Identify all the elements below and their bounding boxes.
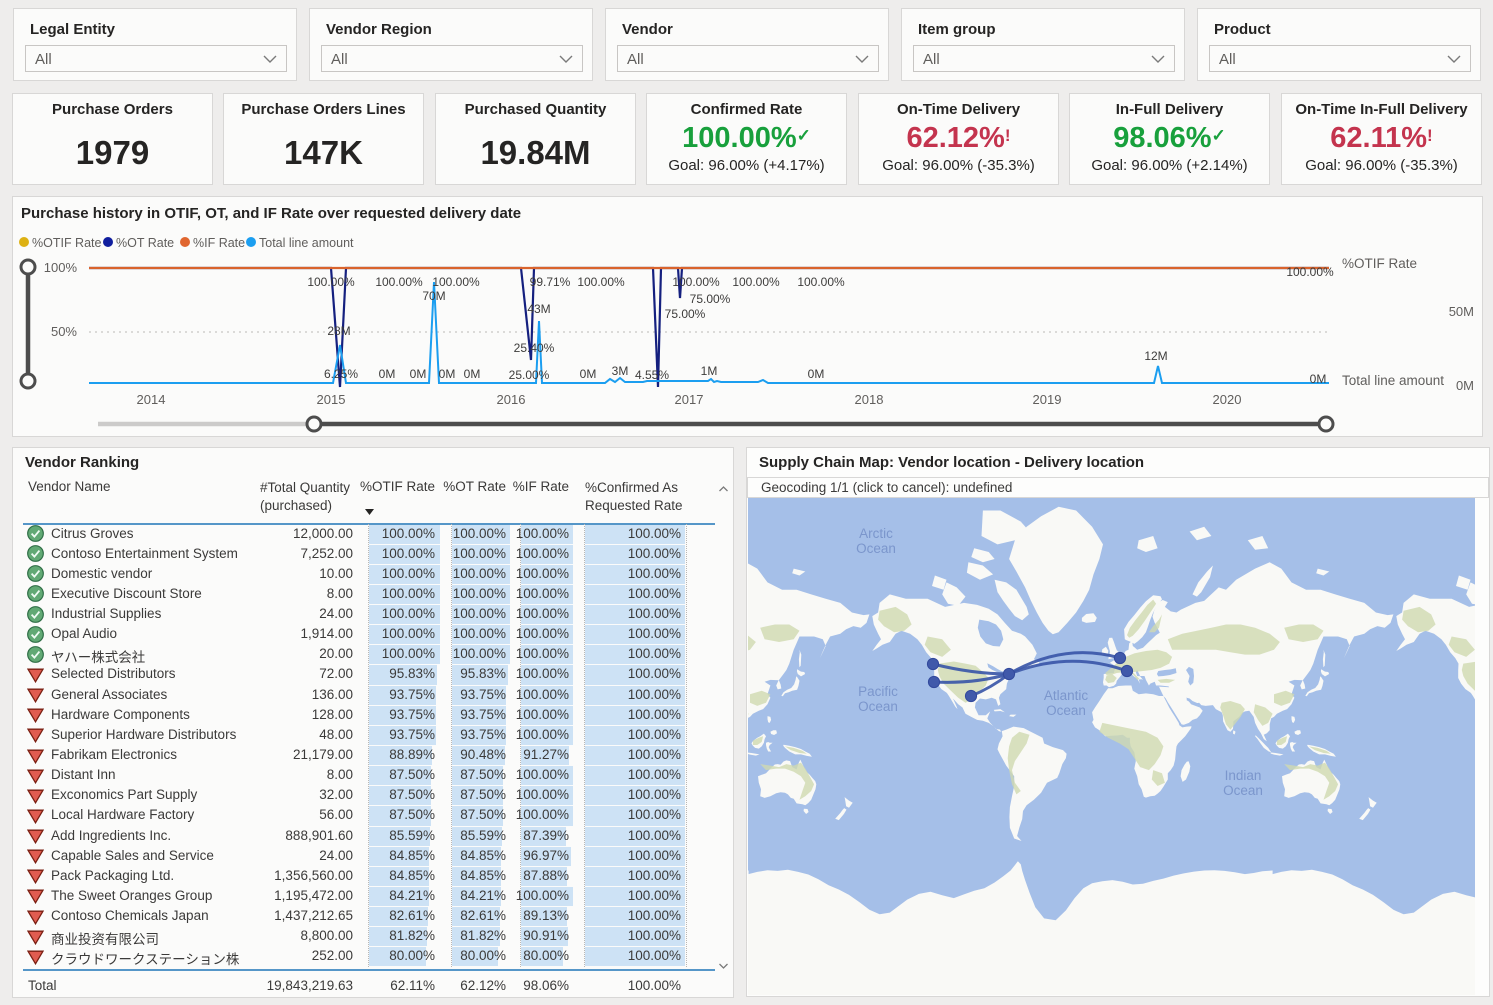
svg-text:75.00%: 75.00% — [690, 292, 731, 306]
svg-text:0M: 0M — [464, 367, 481, 381]
svg-text:Total line amount: Total line amount — [1342, 373, 1444, 388]
svg-text:2020: 2020 — [1213, 392, 1242, 407]
svg-text:4.55%: 4.55% — [635, 368, 669, 382]
svg-text:25.40%: 25.40% — [514, 341, 555, 355]
svg-text:2018: 2018 — [855, 392, 884, 407]
svg-text:100.00%: 100.00% — [375, 275, 423, 289]
svg-text:100.00%: 100.00% — [432, 275, 480, 289]
svg-text:Ocean: Ocean — [1223, 783, 1263, 798]
svg-text:Pacific: Pacific — [858, 684, 898, 699]
svg-text:%OT Rate: %OT Rate — [116, 236, 174, 250]
svg-text:0M: 0M — [439, 367, 456, 381]
svg-text:Atlantic: Atlantic — [1044, 688, 1089, 703]
svg-text:43M: 43M — [527, 302, 550, 316]
svg-text:2014: 2014 — [137, 392, 166, 407]
svg-text:100.00%: 100.00% — [577, 275, 625, 289]
svg-text:Purchase history in OTIF, OT,: Purchase history in OTIF, OT, and IF Rat… — [21, 205, 521, 222]
svg-text:2016: 2016 — [497, 392, 526, 407]
svg-text:1M: 1M — [701, 364, 718, 378]
svg-text:28M: 28M — [327, 324, 350, 338]
svg-text:2015: 2015 — [317, 392, 346, 407]
svg-text:0M: 0M — [1456, 378, 1474, 393]
svg-text:100.00%: 100.00% — [672, 275, 720, 289]
svg-text:0M: 0M — [1310, 372, 1327, 386]
svg-text:100.00%: 100.00% — [1286, 265, 1334, 279]
svg-text:0M: 0M — [410, 367, 427, 381]
svg-text:50%: 50% — [51, 324, 77, 339]
svg-text:0M: 0M — [379, 367, 396, 381]
svg-text:75.00%: 75.00% — [665, 307, 706, 321]
svg-text:12M: 12M — [1144, 349, 1167, 363]
svg-text:2017: 2017 — [675, 392, 704, 407]
svg-text:Arctic: Arctic — [859, 526, 893, 541]
svg-text:50M: 50M — [1449, 304, 1474, 319]
svg-text:100.00%: 100.00% — [797, 275, 845, 289]
svg-text:100.00%: 100.00% — [307, 275, 355, 289]
svg-text:Ocean: Ocean — [856, 541, 896, 556]
svg-text:100%: 100% — [44, 260, 78, 275]
svg-text:25.00%: 25.00% — [509, 368, 550, 382]
svg-text:3M: 3M — [612, 364, 629, 378]
svg-text:%OTIF Rate: %OTIF Rate — [1342, 256, 1417, 271]
svg-text:Ocean: Ocean — [858, 699, 898, 714]
svg-text:70M: 70M — [422, 289, 445, 303]
svg-text:Indian: Indian — [1225, 768, 1262, 783]
svg-text:0M: 0M — [808, 367, 825, 381]
svg-text:%IF Rate: %IF Rate — [193, 236, 245, 250]
svg-text:6.25%: 6.25% — [324, 367, 358, 381]
svg-text:Total line amount: Total line amount — [259, 236, 354, 250]
svg-text:99.71%: 99.71% — [530, 275, 571, 289]
svg-text:2019: 2019 — [1033, 392, 1062, 407]
svg-text:100.00%: 100.00% — [732, 275, 780, 289]
svg-text:%OTIF Rate: %OTIF Rate — [32, 236, 102, 250]
svg-text:Ocean: Ocean — [1046, 703, 1086, 718]
svg-text:0M: 0M — [580, 367, 597, 381]
